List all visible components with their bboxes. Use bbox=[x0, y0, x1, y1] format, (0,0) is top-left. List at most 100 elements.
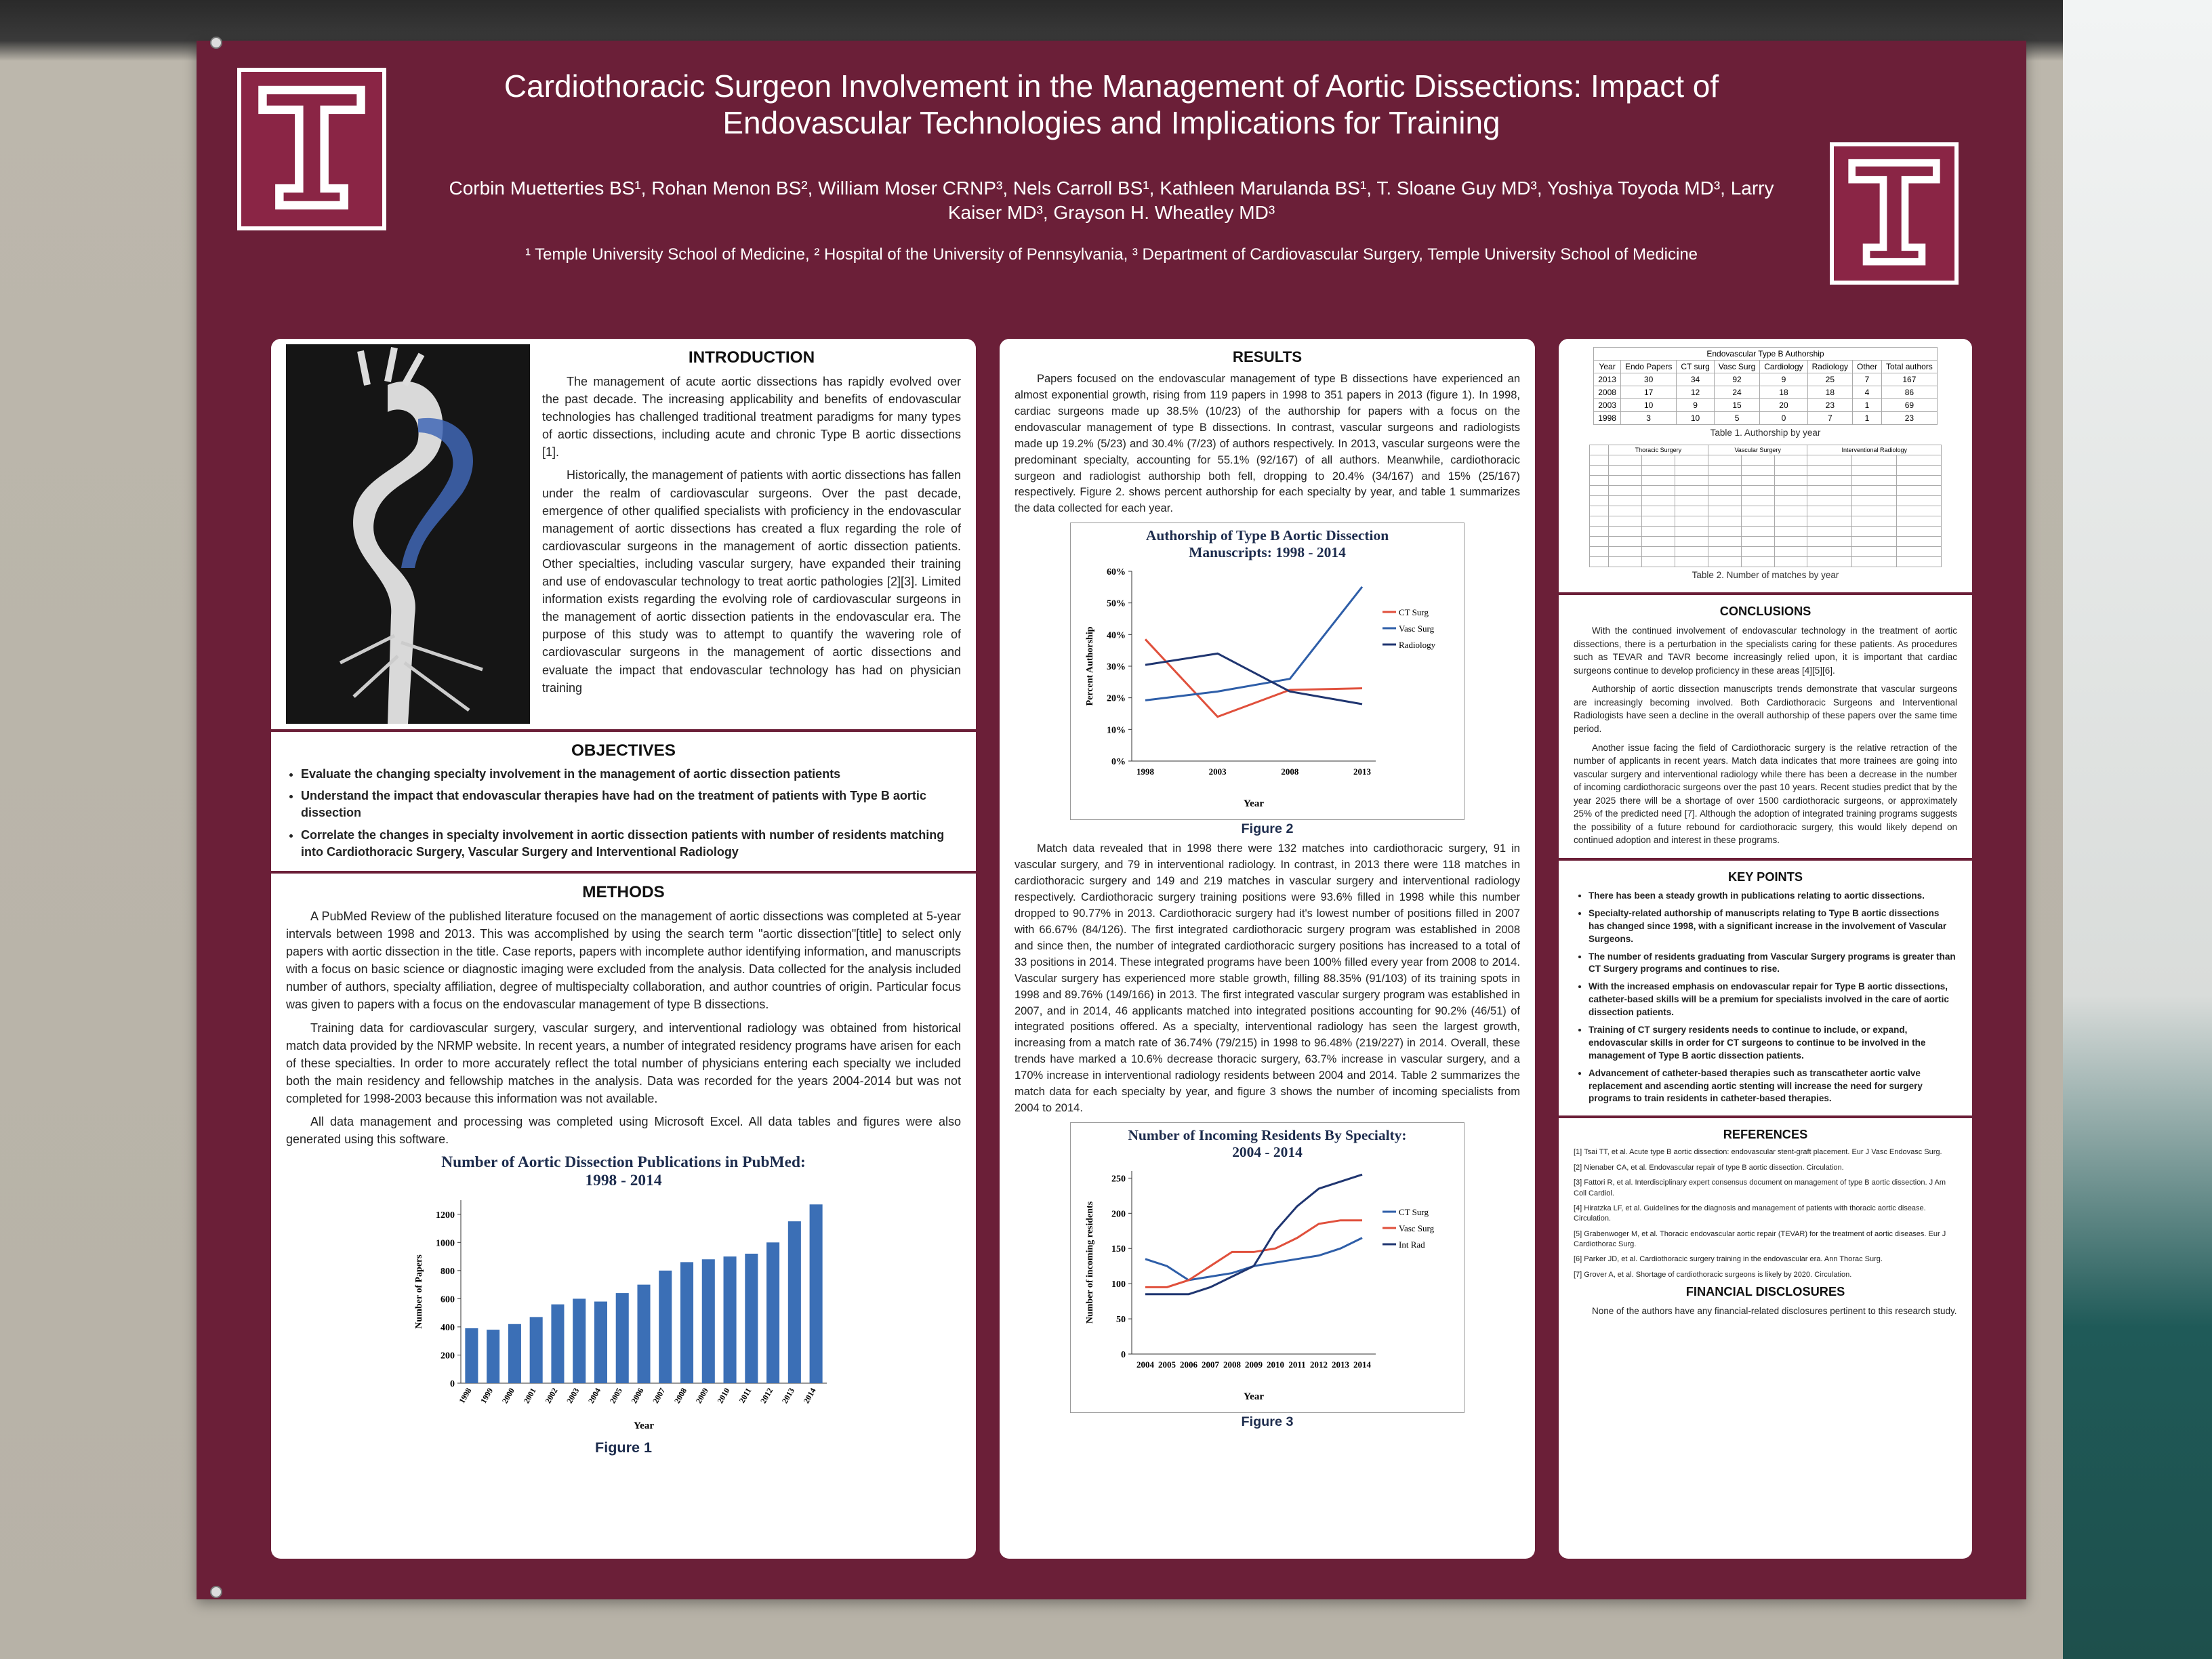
table-row bbox=[1589, 546, 1942, 557]
legend-label: CT Surg bbox=[1399, 1207, 1429, 1217]
x-tick-label: 2005 bbox=[608, 1387, 624, 1406]
table-cell bbox=[1641, 556, 1675, 567]
table-cell: 10 bbox=[1676, 411, 1715, 425]
bar bbox=[637, 1284, 651, 1384]
table-cell bbox=[1707, 495, 1742, 506]
table-cell bbox=[1807, 465, 1853, 476]
table-cell bbox=[1641, 455, 1675, 466]
legend-label: Vasc Surg bbox=[1399, 1223, 1435, 1233]
table-row bbox=[1589, 516, 1942, 527]
x-tick-label: 2004 bbox=[1136, 1359, 1155, 1370]
reference: [1] Tsai TT, et al. Acute type B aortic … bbox=[1574, 1148, 1942, 1157]
section-heading: INTRODUCTION bbox=[688, 348, 815, 367]
table-cell bbox=[1740, 465, 1775, 476]
x-axis-label: Year bbox=[1244, 1391, 1264, 1402]
table-cell bbox=[1674, 556, 1708, 567]
table-cell bbox=[1851, 506, 1898, 516]
table-cell bbox=[1607, 556, 1642, 567]
table-cell bbox=[1589, 495, 1609, 506]
table-cell bbox=[1740, 485, 1775, 496]
table-cell bbox=[1674, 546, 1708, 557]
table-cell: 0 bbox=[1759, 411, 1808, 425]
table-cell bbox=[1774, 475, 1808, 486]
paragraph: Papers focused on the endovascular manag… bbox=[1015, 373, 1520, 515]
table-cell bbox=[1589, 445, 1609, 455]
table-cell bbox=[1774, 556, 1808, 567]
x-tick-label: 1998 bbox=[1136, 766, 1155, 777]
table-cell bbox=[1589, 506, 1609, 516]
chart: 0% 10% 20% 30% 40% 50% 60% 1998 2003 2008 2013 Year… bbox=[1085, 567, 1436, 809]
table-cell: 20 bbox=[1759, 398, 1808, 412]
figure: Number of Aortic Dissection Publications… bbox=[286, 1153, 961, 1456]
legend-label: Vasc Surg bbox=[1399, 623, 1435, 634]
table-2: Thoracic Surgery Vascular Surgery Interven… bbox=[1589, 445, 1942, 567]
table-header-row: Thoracic Surgery Vascular Surgery Interven… bbox=[1589, 445, 1942, 455]
table-cell bbox=[1707, 465, 1742, 476]
figure-caption: Figure 3 bbox=[1241, 1414, 1294, 1429]
table-cell bbox=[1807, 495, 1853, 506]
table-cell bbox=[1774, 526, 1808, 537]
methods: METHODS A PubMed Review of the published… bbox=[271, 874, 976, 1466]
y-tick-label: 100 bbox=[1111, 1279, 1126, 1290]
bar bbox=[659, 1271, 672, 1384]
section-heading: CONCLUSIONS bbox=[1719, 605, 1811, 618]
chart-title: Number of Incoming Residents By Specialt… bbox=[1128, 1126, 1407, 1160]
table-row bbox=[1589, 556, 1942, 567]
reference: [7] Grover A, et al. Shortage of cardiot… bbox=[1574, 1270, 1852, 1279]
table-row bbox=[1589, 506, 1942, 516]
y-tick-label: 800 bbox=[441, 1267, 455, 1277]
paragraphs: The management of acute aortic dissectio… bbox=[542, 373, 961, 697]
table-cell bbox=[1641, 506, 1675, 516]
table-title: Endovascular Type B Authorship bbox=[1593, 347, 1938, 361]
table-cell: 7 bbox=[1807, 411, 1853, 425]
x-tick-label: 2013 bbox=[1332, 1359, 1350, 1370]
table-cell bbox=[1589, 556, 1609, 567]
table-cell bbox=[1674, 455, 1708, 466]
column: Endovascular Type B Authorship Year Endo … bbox=[1559, 339, 1972, 1559]
table-cell bbox=[1851, 516, 1898, 527]
x-tick-label: 2008 bbox=[1281, 766, 1299, 777]
paragraph: Match data revealed that in 1998 there w… bbox=[1015, 842, 1520, 1115]
y-tick-label: 250 bbox=[1111, 1174, 1126, 1184]
table-cell bbox=[1851, 475, 1898, 486]
table-cell bbox=[1607, 536, 1642, 547]
key-point: Advancement of catheter-based therapies … bbox=[1589, 1067, 1957, 1106]
table-cell bbox=[1774, 485, 1808, 496]
objective: Evaluate the changing specialty involvem… bbox=[301, 766, 961, 783]
x-tick-label: 2014 bbox=[802, 1387, 818, 1406]
table-cell: 4 bbox=[1852, 386, 1883, 399]
paragraph: None of the authors have any financial-r… bbox=[1592, 1306, 1957, 1317]
table-cell bbox=[1707, 506, 1742, 516]
table-cell bbox=[1641, 516, 1675, 527]
table-cell bbox=[1896, 506, 1942, 516]
y-tick-label: 200 bbox=[1111, 1209, 1126, 1219]
table-cell bbox=[1896, 465, 1942, 476]
paragraph: Historically, the management of patients… bbox=[542, 468, 961, 695]
table-row: 2003 10 9 15 20 23 1 69 bbox=[1593, 398, 1938, 412]
table-cell bbox=[1674, 495, 1708, 506]
bar bbox=[508, 1324, 521, 1384]
table-cell bbox=[1740, 556, 1775, 567]
x-tick-label: 2010 bbox=[716, 1387, 732, 1406]
table-cell bbox=[1589, 475, 1609, 486]
table-row bbox=[1589, 465, 1942, 476]
x-tick-label: 2013 bbox=[780, 1387, 796, 1406]
x-tick-label: 2012 bbox=[1310, 1359, 1328, 1370]
table-cell bbox=[1641, 485, 1675, 496]
table-cell: 7 bbox=[1852, 373, 1883, 386]
section-heading: KEY POINTS bbox=[1727, 870, 1803, 884]
x-tick-label: 2010 bbox=[1267, 1359, 1284, 1370]
table-header-cell: CT surg bbox=[1676, 360, 1715, 373]
table-cell bbox=[1896, 516, 1942, 527]
table-cell bbox=[1589, 516, 1609, 527]
table-cell bbox=[1641, 495, 1675, 506]
table-cell: 2008 bbox=[1593, 386, 1621, 399]
x-tick-label: 2003 bbox=[565, 1387, 581, 1406]
objective: Understand the impact that endovascular … bbox=[301, 787, 961, 821]
bar bbox=[809, 1204, 823, 1384]
conclusions: CONCLUSIONS With the continued involveme… bbox=[1559, 595, 1972, 861]
tables: Endovascular Type B Authorship Year Endo … bbox=[1559, 339, 1972, 595]
y-axis-label: Number of incoming residents bbox=[1085, 1201, 1095, 1324]
table-cell bbox=[1807, 526, 1853, 537]
reference: [3] Fattori R, et al. Interdisciplinary … bbox=[1574, 1179, 1946, 1197]
